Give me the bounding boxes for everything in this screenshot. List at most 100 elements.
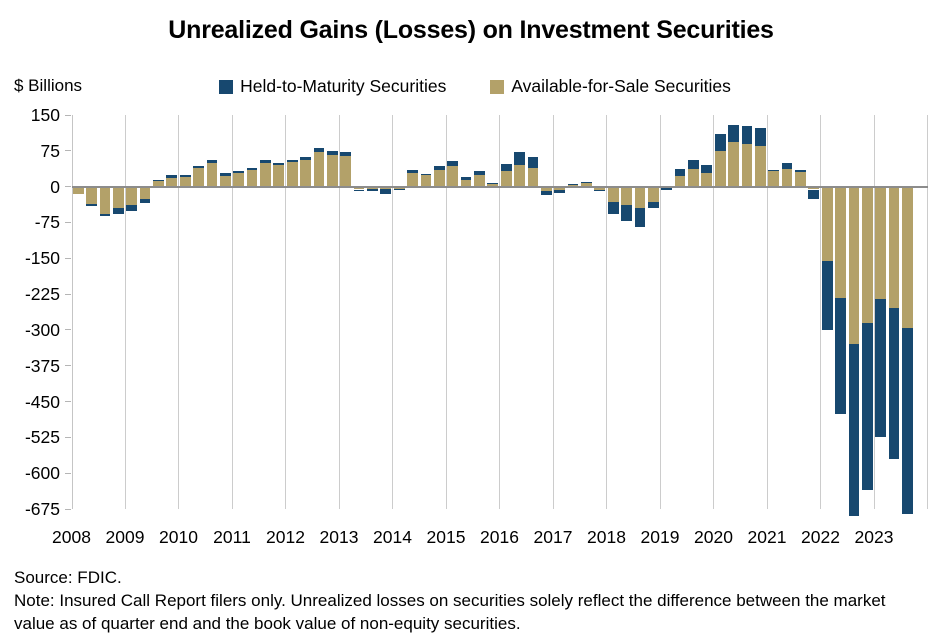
y-axis-tick xyxy=(65,329,71,331)
bar-2021-Q3-htm xyxy=(795,170,806,173)
y-axis-tick xyxy=(65,114,71,116)
bar-2015-Q1-afs xyxy=(447,166,459,187)
bar-2014-Q1-htm xyxy=(393,188,405,190)
bar-2013-Q1-htm xyxy=(340,152,352,157)
bar-2009-Q3-afs xyxy=(153,180,164,187)
x-axis-label: 2010 xyxy=(159,527,198,547)
year-gridline xyxy=(338,115,340,509)
year-gridline xyxy=(124,115,126,509)
year-gridline xyxy=(231,115,233,509)
bar-2020-Q3-afs xyxy=(741,143,753,187)
bar-2012-Q3-afs xyxy=(313,152,325,187)
bar-2016-Q4-htm xyxy=(540,191,552,195)
x-axis-label: 2017 xyxy=(533,527,573,547)
bar-2018-Q3-afs xyxy=(634,186,646,209)
bar-2017-Q1-afs xyxy=(554,186,566,191)
bar-2009-Q1-htm xyxy=(126,204,138,212)
bar-2013-Q2-afs xyxy=(353,186,365,190)
bar-2021-Q1-afs xyxy=(768,171,780,187)
y-axis-tick xyxy=(65,508,71,510)
bar-2019-Q3-afs xyxy=(688,168,699,187)
bar-2016-Q4-afs xyxy=(540,186,552,192)
source-text: Source: FDIC. xyxy=(14,568,122,587)
bar-2022-Q4-htm xyxy=(861,322,873,490)
chart-title: Unrealized Gains (Losses) on Investment … xyxy=(168,16,774,44)
bar-2021-Q1-htm xyxy=(768,170,780,172)
year-gridline xyxy=(873,115,875,509)
y-axis-tick xyxy=(65,257,71,259)
y-axis-tick xyxy=(65,365,71,367)
bar-2023-Q3-htm xyxy=(902,327,913,514)
bar-2021-Q2-htm xyxy=(781,162,793,170)
bar-2010-Q2-htm xyxy=(193,165,204,169)
legend-label-held-to-maturity: Held-to-Maturity Securities xyxy=(240,76,447,96)
bar-2010-Q1-htm xyxy=(179,174,191,178)
bar-2013-Q1-afs xyxy=(340,156,352,187)
y-axis-tick xyxy=(65,221,71,223)
bar-2015-Q3-afs xyxy=(474,174,485,187)
bar-2021-Q2-afs xyxy=(781,169,793,187)
bar-2009-Q3-htm xyxy=(153,179,164,181)
bar-2022-Q2-afs xyxy=(835,186,846,299)
bar-2023-Q2-htm xyxy=(888,308,900,459)
y-axis-line xyxy=(71,115,73,509)
year-gridline xyxy=(659,115,661,509)
y-axis-label: 0 xyxy=(50,176,60,197)
bar-2012-Q1-afs xyxy=(286,162,298,187)
bar-2016-Q2-afs xyxy=(514,164,525,187)
bar-2014-Q3-afs xyxy=(420,175,432,187)
year-gridline xyxy=(927,115,928,509)
bar-2010-Q3-afs xyxy=(206,163,218,187)
x-axis-label: 2012 xyxy=(266,527,305,547)
y-axis-tick xyxy=(65,186,71,188)
bar-2008-Q2-afs xyxy=(86,186,97,204)
x-axis-label: 2016 xyxy=(480,527,519,547)
bar-2008-Q4-htm xyxy=(112,207,124,214)
year-gridline xyxy=(392,115,393,509)
bar-2018-Q3-htm xyxy=(634,208,646,227)
x-axis-label: 2018 xyxy=(587,527,626,547)
bar-2023-Q3-afs xyxy=(902,186,913,328)
x-axis-label: 2019 xyxy=(640,527,680,547)
bar-2013-Q3-afs xyxy=(367,186,378,189)
bar-2008-Q4-afs xyxy=(112,186,124,208)
x-axis-label: 2015 xyxy=(426,527,466,547)
bar-2023-Q1-afs xyxy=(875,186,887,299)
bar-2010-Q2-afs xyxy=(193,168,204,187)
x-axis-label: 2011 xyxy=(213,527,251,547)
y-axis-tick xyxy=(65,472,71,474)
legend-label-available-for-sale: Available-for-Sale Securities xyxy=(511,76,731,96)
year-gridline xyxy=(766,115,768,509)
y-axis-label: -150 xyxy=(24,248,60,269)
bar-2012-Q4-htm xyxy=(326,150,338,155)
bar-2009-Q2-afs xyxy=(139,186,151,199)
bar-2011-Q1-htm xyxy=(233,171,245,174)
bar-2019-Q2-htm xyxy=(674,168,686,176)
bar-2011-Q4-afs xyxy=(273,165,285,187)
x-axis-label: 2020 xyxy=(694,527,733,547)
bar-2013-Q2-htm xyxy=(353,189,365,191)
bar-2011-Q4-htm xyxy=(273,162,285,166)
plot-area xyxy=(71,115,928,517)
bar-2018-Q2-htm xyxy=(621,204,632,222)
bar-2014-Q4-afs xyxy=(433,169,445,187)
y-axis-units-label: $ Billions xyxy=(14,76,83,95)
held-to-maturity-swatch-icon xyxy=(219,79,234,94)
x-axis-label: 2014 xyxy=(373,527,412,547)
bar-2015-Q4-htm xyxy=(487,182,499,184)
x-axis-label: 2023 xyxy=(854,527,894,547)
bar-2022-Q1-afs xyxy=(821,186,833,261)
y-axis-tick xyxy=(65,401,71,403)
y-axis-tick xyxy=(65,150,71,152)
y-axis-label: -225 xyxy=(24,284,60,305)
bar-2008-Q1-afs xyxy=(72,186,84,195)
bar-2020-Q1-afs xyxy=(714,150,726,187)
bar-2023-Q2-afs xyxy=(888,186,900,309)
year-gridline xyxy=(178,115,179,509)
bar-2013-Q3-htm xyxy=(367,189,378,191)
bar-2023-Q1-htm xyxy=(875,298,887,438)
bar-2010-Q4-afs xyxy=(219,176,231,187)
bar-2016-Q1-afs xyxy=(500,170,512,187)
legend-item-held-to-maturity: Held-to-Maturity Securities xyxy=(219,76,446,97)
bar-2008-Q3-afs xyxy=(99,186,111,214)
